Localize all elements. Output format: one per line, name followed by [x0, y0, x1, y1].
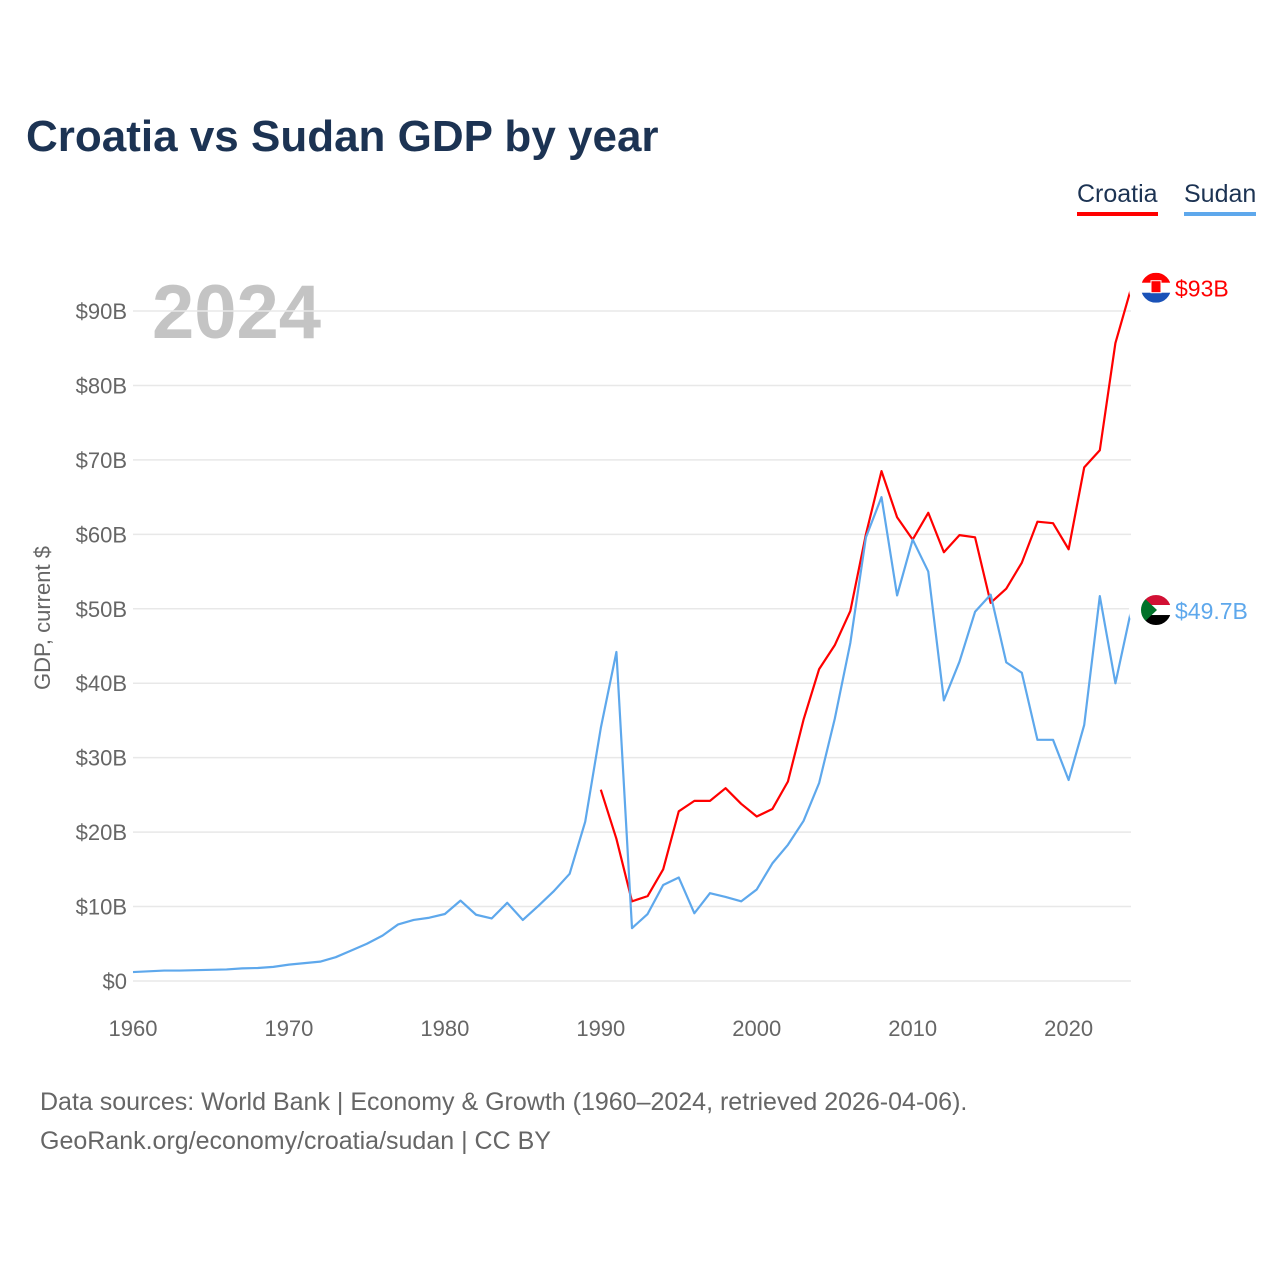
y-tick-label: $50B — [76, 597, 127, 622]
y-tick-label: $0 — [103, 969, 127, 994]
end-value-label-sudan: $49.7B — [1175, 598, 1248, 624]
y-axis-label: GDP, current $ — [30, 546, 55, 690]
flag-triangle — [1141, 595, 1157, 626]
x-tick-label: 1990 — [576, 1016, 625, 1041]
x-tick-label: 1960 — [109, 1016, 158, 1041]
series-line-croatia — [599, 288, 1133, 903]
x-tick-label: 1980 — [420, 1016, 469, 1041]
x-tick-label: 1970 — [264, 1016, 313, 1041]
x-tick-label: 2010 — [888, 1016, 937, 1041]
flag-shield — [1150, 280, 1162, 294]
sudan-flag-mask — [1129, 583, 1183, 638]
flag-stripe — [1141, 292, 1171, 303]
flag-stripe — [1141, 615, 1171, 626]
footer: Data sources: World Bank | Economy & Gro… — [40, 1083, 967, 1161]
croatia-flag-mask — [1129, 260, 1183, 315]
flag-stripe — [1141, 595, 1171, 606]
y-tick-label: $30B — [76, 746, 127, 771]
x-tick-label: 2000 — [732, 1016, 781, 1041]
legend-croatia[interactable]: Croatia — [1077, 180, 1158, 216]
x-tick-label: 2020 — [1044, 1016, 1093, 1041]
y-tick-label: $70B — [76, 448, 127, 473]
flag-stripe — [1141, 273, 1171, 283]
source-link[interactable]: GeoRank.org/economy/croatia/sudan | CC B… — [40, 1127, 551, 1155]
y-tick-label: $80B — [76, 373, 127, 398]
y-tick-label: $90B — [76, 299, 127, 324]
chart-title: Croatia vs Sudan GDP by year — [26, 112, 659, 161]
legend-sudan[interactable]: Sudan — [1184, 180, 1257, 216]
year-watermark: 2024 — [152, 270, 321, 355]
y-tick-label: $10B — [76, 895, 127, 920]
y-tick-label: $60B — [76, 522, 127, 547]
source-text: Data sources: World Bank | Economy & Gro… — [40, 1088, 968, 1116]
y-tick-label: $40B — [76, 671, 127, 696]
y-tick-label: $20B — [76, 820, 127, 845]
end-value-label-croatia: $93B — [1175, 276, 1229, 302]
